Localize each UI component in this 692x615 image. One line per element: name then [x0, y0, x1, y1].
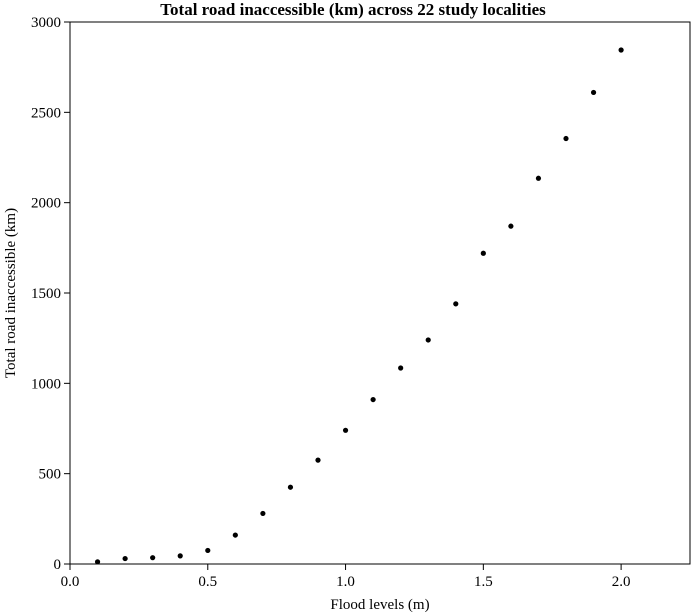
data-point [260, 510, 266, 517]
x-tick-label: 1.5 [474, 574, 493, 590]
chart-title: Total road inaccessible (km) across 22 s… [160, 0, 546, 19]
data-point [453, 301, 459, 307]
y-tick-label: 1500 [31, 286, 61, 302]
y-tick-label: 1000 [31, 376, 61, 392]
data-point [563, 135, 569, 142]
data-point [398, 365, 404, 371]
data-point [177, 553, 183, 559]
y-axis-label: Total road inaccessible (km) [3, 208, 19, 378]
y-tick-label: 3000 [31, 15, 61, 31]
data-point [508, 223, 514, 229]
data-point [122, 555, 128, 562]
data-point [94, 559, 101, 565]
y-tick-label: 0 [54, 557, 62, 573]
data-point [590, 89, 597, 96]
data-point [370, 396, 376, 403]
y-axis-ticks: 0 500 1000 1500 2000 2500 3000 [31, 15, 70, 573]
data-point [425, 337, 431, 343]
x-tick-label: 0.5 [198, 574, 217, 590]
y-tick-label: 2000 [31, 196, 61, 212]
x-tick-label: 1.0 [336, 574, 355, 590]
data-point [535, 175, 542, 181]
plot-area: 0.0 0.5 1.0 1.5 2.0 0 500 1000 1500 2000 2500 3000 [31, 15, 691, 590]
data-point [480, 250, 486, 256]
data-points [94, 47, 624, 565]
data-point [342, 427, 349, 433]
y-tick-label: 500 [39, 467, 62, 483]
y-tick-label: 2500 [31, 105, 61, 121]
data-point [232, 532, 238, 538]
data-point [287, 484, 294, 490]
x-axis-ticks: 0.0 0.5 1.0 1.5 2.0 [61, 564, 631, 590]
data-point [205, 547, 211, 554]
plot-frame [69, 21, 691, 565]
x-axis-label: Flood levels (m) [330, 597, 429, 613]
x-tick-label: 2.0 [612, 574, 631, 590]
data-point [618, 47, 624, 53]
data-point [150, 555, 156, 561]
x-tick-label: 0.0 [61, 574, 80, 590]
data-point [315, 457, 321, 463]
